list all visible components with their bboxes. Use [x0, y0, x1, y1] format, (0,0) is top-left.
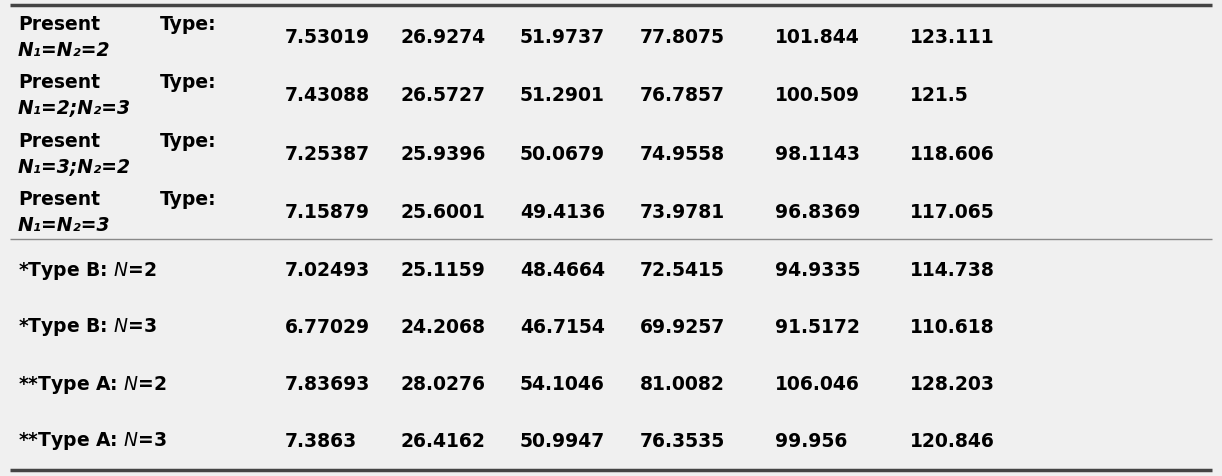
Text: 26.4162: 26.4162 [400, 431, 485, 450]
Text: 98.1143: 98.1143 [775, 144, 860, 163]
Text: Type:: Type: [160, 190, 216, 209]
Text: Present: Present [18, 15, 100, 34]
Text: 76.3535: 76.3535 [640, 431, 725, 450]
Text: 54.1046: 54.1046 [521, 374, 605, 393]
Text: Present: Present [18, 190, 100, 209]
Text: N₁=3;N₂=2: N₁=3;N₂=2 [18, 157, 131, 176]
Text: N₁=N₂=3: N₁=N₂=3 [18, 216, 110, 235]
Text: 114.738: 114.738 [910, 260, 995, 279]
Text: Type:: Type: [160, 15, 216, 34]
Text: **Type A: $\mathbf{\mathit{N}}$=2: **Type A: $\mathbf{\mathit{N}}$=2 [18, 373, 167, 395]
Text: 51.2901: 51.2901 [521, 86, 605, 105]
Text: 25.6001: 25.6001 [400, 203, 485, 222]
Text: 6.77029: 6.77029 [285, 317, 370, 336]
Text: 94.9335: 94.9335 [775, 260, 860, 279]
Text: 81.0082: 81.0082 [640, 374, 725, 393]
Text: 99.956: 99.956 [775, 431, 847, 450]
Text: 7.83693: 7.83693 [285, 374, 370, 393]
Text: *Type B: $\mathbf{\mathit{N}}$=3: *Type B: $\mathbf{\mathit{N}}$=3 [18, 316, 158, 338]
Text: 7.3863: 7.3863 [285, 431, 357, 450]
Text: 50.9947: 50.9947 [521, 431, 605, 450]
Text: 100.509: 100.509 [775, 86, 860, 105]
Text: 48.4664: 48.4664 [521, 260, 605, 279]
Text: 96.8369: 96.8369 [775, 203, 860, 222]
Text: 74.9558: 74.9558 [640, 144, 725, 163]
Text: 110.618: 110.618 [910, 317, 995, 336]
Text: 7.25387: 7.25387 [285, 144, 370, 163]
Text: 121.5: 121.5 [910, 86, 969, 105]
Text: 77.8075: 77.8075 [640, 28, 725, 47]
Text: 117.065: 117.065 [910, 203, 995, 222]
Text: **Type A: $\mathbf{\mathit{N}}$=3: **Type A: $\mathbf{\mathit{N}}$=3 [18, 430, 167, 452]
Text: 49.4136: 49.4136 [521, 203, 605, 222]
Text: 7.02493: 7.02493 [285, 260, 370, 279]
Text: 101.844: 101.844 [775, 28, 860, 47]
Text: 7.53019: 7.53019 [285, 28, 370, 47]
Text: N₁=2;N₂=3: N₁=2;N₂=3 [18, 99, 131, 118]
Text: Present: Present [18, 131, 100, 150]
Text: 46.7154: 46.7154 [521, 317, 605, 336]
Text: 128.203: 128.203 [910, 374, 995, 393]
Text: 118.606: 118.606 [910, 144, 995, 163]
Text: Type:: Type: [160, 131, 216, 150]
Text: 24.2068: 24.2068 [400, 317, 485, 336]
Text: 25.1159: 25.1159 [400, 260, 485, 279]
Text: 120.846: 120.846 [910, 431, 995, 450]
Text: 25.9396: 25.9396 [400, 144, 485, 163]
Text: 26.9274: 26.9274 [400, 28, 485, 47]
Text: Present: Present [18, 73, 100, 92]
Text: 106.046: 106.046 [775, 374, 860, 393]
Text: 73.9781: 73.9781 [640, 203, 725, 222]
Text: *Type B: $\mathbf{\mathit{N}}$=2: *Type B: $\mathbf{\mathit{N}}$=2 [18, 259, 156, 281]
Text: 72.5415: 72.5415 [640, 260, 725, 279]
Text: 50.0679: 50.0679 [521, 144, 605, 163]
Text: 91.5172: 91.5172 [775, 317, 860, 336]
Text: 7.43088: 7.43088 [285, 86, 370, 105]
Text: Type:: Type: [160, 73, 216, 92]
Text: 26.5727: 26.5727 [400, 86, 485, 105]
Text: 51.9737: 51.9737 [521, 28, 605, 47]
Text: 123.111: 123.111 [910, 28, 995, 47]
Text: 69.9257: 69.9257 [640, 317, 725, 336]
Text: N₁=N₂=2: N₁=N₂=2 [18, 40, 110, 60]
Text: 28.0276: 28.0276 [400, 374, 485, 393]
Text: 7.15879: 7.15879 [285, 203, 370, 222]
Text: 76.7857: 76.7857 [640, 86, 725, 105]
